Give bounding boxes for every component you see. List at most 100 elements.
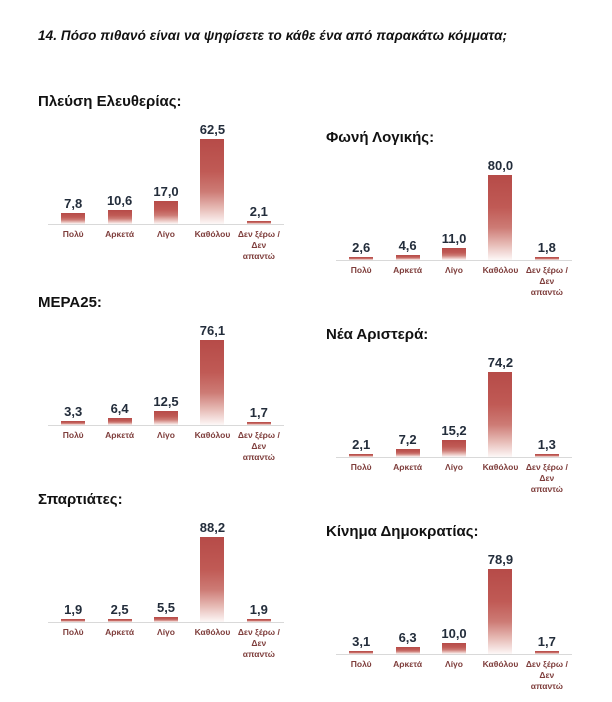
category-label: Αρκετά <box>393 265 423 275</box>
bar-value-label: 1,8 <box>537 240 556 255</box>
bar-group: 76,1 <box>189 323 235 425</box>
chart-2: Φωνή Λογικής: 2,6 4,6 11,0 80,0 1,8 Πολύ Αρκε… <box>326 129 572 298</box>
category-label: Πολύ <box>62 430 84 440</box>
category-label: Δεν ξέρω / Δεν απαντώ <box>237 229 280 262</box>
chart-plot-area: 3,1 6,3 10,0 78,9 1,7 <box>336 551 572 655</box>
category-label: Καθόλου <box>194 229 231 239</box>
category-label: Δεν ξέρω / Δεν απαντώ <box>237 430 280 463</box>
bar-group: 1,7 <box>236 405 282 425</box>
bar <box>442 643 467 654</box>
bar-group: 80,0 <box>477 158 523 260</box>
category-label: Αρκετά <box>105 430 135 440</box>
bar-value-label: 2,5 <box>110 602 129 617</box>
chart-plot-area: 7,8 10,6 17,0 62,5 2,1 <box>48 121 284 225</box>
bar <box>395 449 420 457</box>
bar-group: 12,5 <box>143 394 189 425</box>
bar-value-label: 15,2 <box>441 423 467 438</box>
category-label: Αρκετά <box>393 462 423 472</box>
bar-value-label: 1,7 <box>537 634 556 649</box>
chart-title: Πλεύση Ελευθερίας: <box>38 93 182 110</box>
bar-value-label: 1,9 <box>64 602 83 617</box>
bar <box>349 257 374 260</box>
bar-value-label: 5,5 <box>156 600 176 615</box>
chart-plot-area: 2,1 7,2 15,2 74,2 1,3 <box>336 354 572 458</box>
category-label: Πολύ <box>62 229 84 239</box>
bar-group: 62,5 <box>189 122 235 224</box>
chart-category-axis: Πολύ Αρκετά Λίγο Καθόλου Δεν ξέρω / Δεν απαν… <box>336 462 572 495</box>
bar <box>534 651 559 654</box>
category-label: Καθόλου <box>482 659 519 669</box>
bar-group: 1,8 <box>524 240 570 260</box>
bar-group: 7,2 <box>384 432 430 457</box>
chart-5: Σπαρτιάτες: 1,9 2,5 5,5 88,2 1,9 Πολύ Αρκετά Λ… <box>38 491 284 660</box>
chart-6: Κίνημα Δημοκρατίας: 3,1 6,3 10,0 78,9 1,7 Πο… <box>326 523 572 692</box>
bar <box>349 651 374 654</box>
chart-title: ΜΕΡΑ25: <box>38 294 102 311</box>
bar <box>107 418 132 425</box>
chart-category-axis: Πολύ Αρκετά Λίγο Καθόλου Δεν ξέρω / Δεν απαν… <box>336 265 572 298</box>
chart-title: Σπαρτιάτες: <box>38 491 123 508</box>
bar-value-label: 2,1 <box>249 204 268 219</box>
bar-group: 1,3 <box>524 437 570 457</box>
bar-value-label: 12,5 <box>153 394 179 409</box>
bar-value-label: 10,6 <box>106 193 133 208</box>
bar <box>200 139 225 224</box>
bar-group: 4,6 <box>384 238 430 260</box>
bar-group: 6,3 <box>384 630 430 654</box>
bar <box>349 454 374 457</box>
bar-value-label: 88,2 <box>199 520 226 535</box>
bar-group: 2,1 <box>236 204 282 224</box>
bar <box>246 221 271 224</box>
category-label: Δεν ξέρω / Δεν απαντώ <box>525 462 568 495</box>
bar <box>61 421 86 425</box>
bar-group: 10,6 <box>96 193 142 224</box>
chart-4: Νέα Αριστερά: 2,1 7,2 15,2 74,2 1,3 Πολύ Αρκε… <box>326 326 572 495</box>
chart-title: Νέα Αριστερά: <box>326 326 429 343</box>
bar-group: 78,9 <box>477 552 523 654</box>
bar <box>488 175 513 260</box>
bar-group: 88,2 <box>189 520 235 622</box>
bar-group: 17,0 <box>143 184 189 224</box>
bar-value-label: 2,6 <box>352 240 371 255</box>
category-label: Αρκετά <box>105 627 135 637</box>
bar-group: 5,5 <box>143 600 189 622</box>
bar <box>154 411 179 425</box>
category-label: Δεν ξέρω / Δεν απαντώ <box>525 265 568 298</box>
category-label: Αρκετά <box>105 229 135 239</box>
bar-group: 1,9 <box>236 602 282 622</box>
category-label: Πολύ <box>350 462 372 472</box>
bar-group: 1,9 <box>50 602 96 622</box>
chart-title: Κίνημα Δημοκρατίας: <box>326 523 479 540</box>
bar <box>107 619 132 622</box>
chart-1: Πλεύση Ελευθερίας: 7,8 10,6 17,0 62,5 2,1 Πο… <box>38 93 284 262</box>
bar-group: 11,0 <box>431 231 477 260</box>
bar <box>534 454 559 457</box>
bar-value-label: 62,5 <box>199 122 226 137</box>
category-label: Δεν ξέρω / Δεν απαντώ <box>237 627 280 660</box>
bar-group: 1,7 <box>524 634 570 654</box>
bar-group: 2,6 <box>338 240 384 260</box>
chart-3: ΜΕΡΑ25: 3,3 6,4 12,5 76,1 1,7 Πολύ Αρκετά Λίγο… <box>38 294 284 463</box>
bar-value-label: 1,9 <box>249 602 268 617</box>
bar-value-label: 74,2 <box>487 355 514 370</box>
bar-value-label: 80,0 <box>487 158 514 173</box>
bar <box>442 440 467 457</box>
bar <box>395 647 420 654</box>
bar <box>246 422 271 425</box>
bar-group: 3,3 <box>50 404 96 425</box>
chart-category-axis: Πολύ Αρκετά Λίγο Καθόλου Δεν ξέρω / Δεν απαν… <box>48 229 284 262</box>
chart-plot-area: 3,3 6,4 12,5 76,1 1,7 <box>48 322 284 426</box>
bar-value-label: 2,1 <box>352 437 371 452</box>
chart-title: Φωνή Λογικής: <box>326 129 435 146</box>
category-label: Καθόλου <box>194 430 231 440</box>
category-label: Λίγο <box>157 229 175 239</box>
bar-group: 7,8 <box>50 196 96 224</box>
category-label: Λίγο <box>445 265 463 275</box>
bar-value-label: 7,2 <box>398 432 417 447</box>
category-label: Πολύ <box>350 265 372 275</box>
chart-category-axis: Πολύ Αρκετά Λίγο Καθόλου Δεν ξέρω / Δεν απαν… <box>48 430 284 463</box>
category-label: Λίγο <box>157 627 175 637</box>
bar <box>534 257 559 260</box>
chart-category-axis: Πολύ Αρκετά Λίγο Καθόλου Δεν ξέρω / Δεν απαν… <box>336 659 572 692</box>
